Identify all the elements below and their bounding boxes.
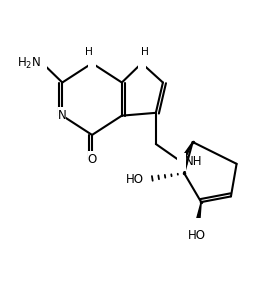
Text: H: H [85,47,92,57]
Text: NH: NH [185,155,203,168]
Text: N: N [58,109,67,122]
Text: HO: HO [188,229,206,242]
Text: O: O [88,153,97,166]
Text: H$_2$N: H$_2$N [17,56,41,71]
Polygon shape [179,142,193,163]
Polygon shape [194,202,201,228]
Text: HO: HO [126,173,144,186]
Text: H: H [141,47,149,57]
